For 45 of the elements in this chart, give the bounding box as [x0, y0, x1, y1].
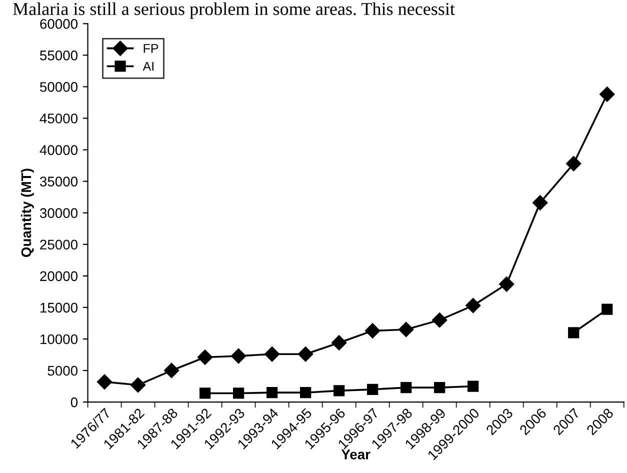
point: [602, 304, 613, 315]
point: [199, 388, 211, 399]
point: [600, 86, 615, 102]
x-axis-title: Year: [341, 450, 370, 460]
y-tick-label: 45000: [40, 114, 78, 124]
point: [130, 377, 146, 393]
point: [298, 346, 314, 362]
point: [532, 195, 548, 210]
point: [398, 322, 414, 338]
point: [233, 388, 244, 399]
point: [434, 382, 446, 394]
point: [568, 327, 580, 338]
y-tick-label: 40000: [40, 145, 78, 155]
y-tick-label: 5000: [48, 366, 78, 376]
point: [499, 276, 514, 292]
y-tick-label: 15000: [40, 302, 78, 313]
point: [164, 362, 180, 378]
point: [230, 348, 246, 364]
point: [300, 387, 312, 398]
point: [400, 382, 412, 394]
legend-label: AI: [142, 62, 154, 71]
point: [266, 387, 278, 398]
y-tick-label: 0: [70, 397, 78, 408]
y-tick-label: 55000: [40, 50, 78, 60]
point: [334, 385, 345, 396]
y-tick-label: 20000: [40, 271, 78, 282]
point: [432, 312, 448, 328]
y-tick-label: 25000: [40, 240, 78, 250]
text: Malaria is still a serious problem in some areas. This necessit: [13, 2, 455, 19]
y-tick-label: 50000: [40, 82, 78, 92]
point: [468, 380, 479, 392]
point: [332, 335, 347, 350]
point: [96, 374, 112, 390]
y-tick-label: 30000: [40, 208, 78, 218]
y-tick-label: 60000: [40, 18, 78, 29]
point: [365, 323, 380, 338]
legend-label: FP: [144, 44, 158, 53]
point: [197, 350, 213, 365]
point: [466, 298, 481, 314]
y-tick-label: 10000: [40, 334, 78, 344]
y-axis-title: Quantity (MT): [20, 168, 34, 258]
point: [367, 384, 378, 395]
y-tick-label: 35000: [40, 176, 78, 186]
point: [264, 346, 280, 362]
point: [566, 156, 582, 172]
